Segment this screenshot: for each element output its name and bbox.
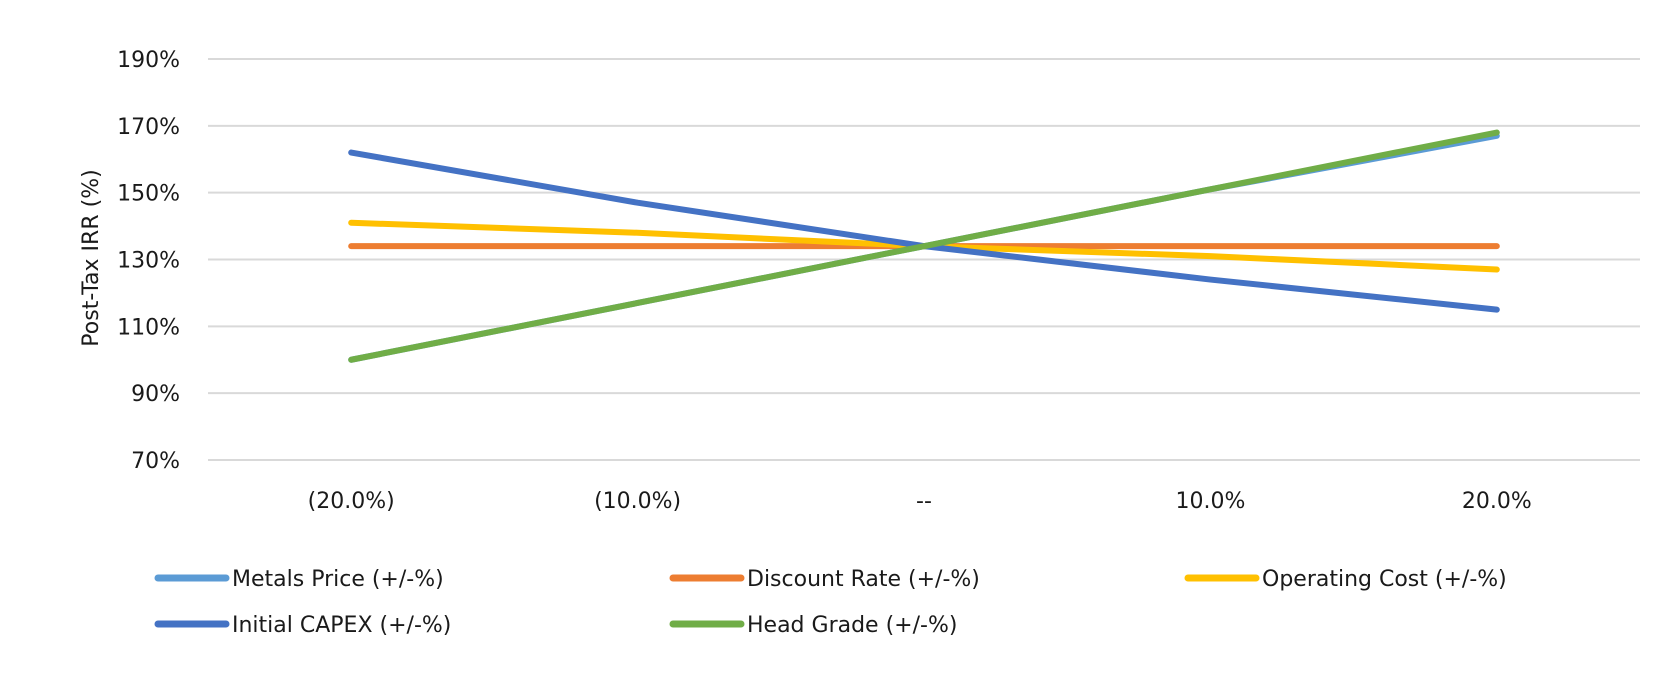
x-tick-label: 10.0%	[1175, 489, 1245, 514]
series-lines	[348, 129, 1500, 363]
x-tick-label: 20.0%	[1462, 489, 1532, 514]
legend-label: Discount Rate (+/-%)	[747, 567, 980, 592]
x-tick-label: (20.0%)	[308, 489, 395, 514]
legend-item: Discount Rate (+/-%)	[669, 567, 980, 592]
y-tick-label: 130%	[117, 249, 180, 274]
y-tick-label: 90%	[131, 382, 180, 407]
y-tick-label: 190%	[117, 48, 180, 73]
x-tick-label: --	[916, 489, 932, 514]
series-line-4	[348, 129, 1500, 363]
gridlines	[208, 58, 1640, 461]
legend-label: Metals Price (+/-%)	[232, 567, 444, 592]
legend-label: Operating Cost (+/-%)	[1262, 567, 1507, 592]
legend-item: Initial CAPEX (+/-%)	[154, 613, 451, 638]
y-axis-ticks: 70% 90% 110% 130% 150% 170% 190%	[117, 48, 180, 474]
y-tick-label: 110%	[117, 315, 180, 340]
legend-label: Head Grade (+/-%)	[747, 613, 957, 638]
y-tick-label: 150%	[117, 182, 180, 207]
legend-item: Head Grade (+/-%)	[669, 613, 957, 638]
x-tick-label: (10.0%)	[594, 489, 681, 514]
legend: Metals Price (+/-%) Discount Rate (+/-%) O…	[154, 567, 1507, 638]
x-axis-ticks: (20.0%) (10.0%) -- 10.0% 20.0%	[308, 489, 1532, 514]
y-tick-label: 70%	[131, 449, 180, 474]
legend-label: Initial CAPEX (+/-%)	[232, 613, 451, 638]
y-axis-title: Post-Tax IRR (%)	[79, 169, 104, 346]
legend-item: Operating Cost (+/-%)	[1184, 567, 1507, 592]
y-tick-label: 170%	[117, 115, 180, 140]
legend-item: Metals Price (+/-%)	[154, 567, 444, 592]
